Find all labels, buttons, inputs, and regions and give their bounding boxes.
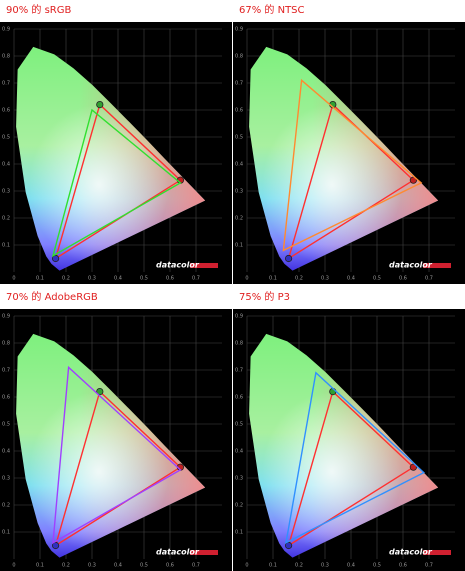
chart-title: 70% 的 AdobeRGB: [6, 290, 98, 303]
x-tick-label: 0.6: [399, 276, 407, 282]
x-tick-label: 0.7: [425, 276, 433, 282]
x-tick-label: 0.2: [295, 563, 303, 569]
x-tick-label: 0.1: [269, 563, 277, 569]
logo-bar: [423, 550, 451, 555]
gamut-triangle: [287, 390, 415, 548]
gamut-triangle: [282, 78, 423, 252]
y-tick-label: 0.2: [235, 216, 243, 222]
x-tick-label: 0.7: [192, 276, 200, 282]
x-tick-label: 0: [245, 276, 248, 282]
chart-title: 67% 的 NTSC: [239, 3, 305, 16]
x-tick-label: 0.5: [373, 276, 381, 282]
primary-marker: [329, 387, 337, 396]
chart-panel: 67% 的 NTSC 0 0.1 0.2 0.3 0.4 0.5 0.6 0.7 0.1 0.2 0.…: [233, 3, 465, 284]
logo-bar: [190, 550, 218, 555]
y-tick-label: 0.4: [235, 449, 243, 455]
y-tick-label: 0.2: [235, 503, 243, 509]
chart-title: 75% 的 P3: [239, 290, 290, 303]
primary-marker: [409, 463, 417, 471]
x-tick-label: 0.7: [425, 563, 433, 569]
primary-marker: [51, 541, 60, 550]
y-tick-label: 0.7: [235, 368, 243, 374]
y-tick-label: 0.2: [2, 503, 10, 509]
y-tick-label: 0.6: [2, 395, 10, 401]
x-tick-label: 0.4: [114, 563, 122, 569]
y-tick-label: 0.4: [2, 449, 10, 455]
x-tick-label: 0.6: [166, 563, 174, 569]
primary-marker: [96, 101, 104, 109]
primary-marker: [284, 541, 293, 550]
x-tick-label: 0.5: [140, 276, 148, 282]
logo: datacolor: [389, 261, 433, 270]
y-tick-label: 0.8: [2, 54, 10, 60]
x-tick-label: 0.4: [114, 276, 122, 282]
x-tick-label: 0.5: [140, 563, 148, 569]
y-tick-label: 0.5: [235, 422, 243, 428]
primary-marker: [96, 387, 104, 396]
y-tick-label: 0.7: [2, 368, 10, 374]
x-tick-label: 0.1: [269, 276, 277, 282]
y-tick-label: 0.3: [235, 476, 243, 482]
x-tick-label: 0.6: [399, 563, 407, 569]
y-tick-label: 0.8: [235, 54, 243, 60]
x-tick-label: 0.6: [166, 276, 174, 282]
y-tick-label: 0.6: [235, 395, 243, 401]
x-tick-label: 0.4: [347, 563, 355, 569]
x-tick-label: 0.3: [88, 563, 96, 569]
logo: datacolor: [389, 548, 433, 557]
y-tick-label: 0.1: [2, 530, 10, 536]
chart-panel: 90% 的 sRGB 0 0.1 0.2 0.3 0.4 0.5 0.6 0.7 0.1 0.2 0.…: [0, 3, 232, 284]
chart-panel: 75% 的 P3 0 0.1 0.2 0.3 0.4 0.5 0.6 0.7 0.1 0.2 0.3 0…: [233, 290, 465, 571]
gamut-triangle: [285, 371, 426, 545]
x-tick-label: 0.1: [36, 563, 44, 569]
y-tick-label: 0.1: [2, 243, 10, 249]
x-tick-label: 0.2: [295, 276, 303, 282]
y-tick-label: 0.8: [235, 341, 243, 347]
x-tick-label: 0.1: [36, 276, 44, 282]
x-tick-label: 0: [12, 563, 15, 569]
primary-marker: [51, 254, 60, 263]
x-tick-label: 0.3: [88, 276, 96, 282]
x-tick-label: 0.3: [321, 276, 329, 282]
x-tick-label: 0: [245, 563, 248, 569]
chart-title: 90% 的 sRGB: [6, 3, 71, 16]
x-tick-label: 0: [12, 276, 15, 282]
primary-marker: [284, 254, 293, 263]
y-tick-label: 0.4: [235, 162, 243, 168]
y-tick-label: 0.6: [2, 108, 10, 114]
y-tick-label: 0.1: [235, 243, 243, 249]
x-tick-label: 0.5: [373, 563, 381, 569]
y-tick-label: 0.9: [2, 27, 10, 33]
logo-bar: [190, 263, 218, 268]
x-tick-label: 0.2: [62, 276, 70, 282]
x-tick-label: 0.2: [62, 563, 70, 569]
y-tick-label: 0.9: [235, 314, 243, 320]
y-tick-label: 0.3: [2, 476, 10, 482]
gamut-triangle: [52, 365, 182, 545]
y-tick-label: 0.2: [2, 216, 10, 222]
x-tick-label: 0.7: [192, 563, 200, 569]
y-tick-label: 0.7: [2, 81, 10, 87]
x-tick-label: 0.3: [321, 563, 329, 569]
y-tick-label: 0.4: [2, 162, 10, 168]
logo-bar: [423, 263, 451, 268]
x-tick-label: 0.4: [347, 276, 355, 282]
y-tick-label: 0.7: [235, 81, 243, 87]
y-tick-label: 0.9: [2, 314, 10, 320]
y-tick-label: 0.5: [2, 135, 10, 141]
y-tick-label: 0.3: [235, 189, 243, 195]
logo: datacolor: [156, 261, 200, 270]
y-tick-label: 0.5: [235, 135, 243, 141]
y-tick-label: 0.5: [2, 422, 10, 428]
y-tick-label: 0.1: [235, 530, 243, 536]
gamut-triangle: [51, 108, 182, 258]
y-tick-label: 0.9: [235, 27, 243, 33]
y-tick-label: 0.8: [2, 341, 10, 347]
chart-panel: 70% 的 AdobeRGB 0 0.1 0.2 0.3 0.4 0.5 0.6 0.7 0.1 0…: [0, 290, 232, 571]
y-tick-label: 0.3: [2, 189, 10, 195]
logo: datacolor: [156, 548, 200, 557]
y-tick-label: 0.6: [235, 108, 243, 114]
